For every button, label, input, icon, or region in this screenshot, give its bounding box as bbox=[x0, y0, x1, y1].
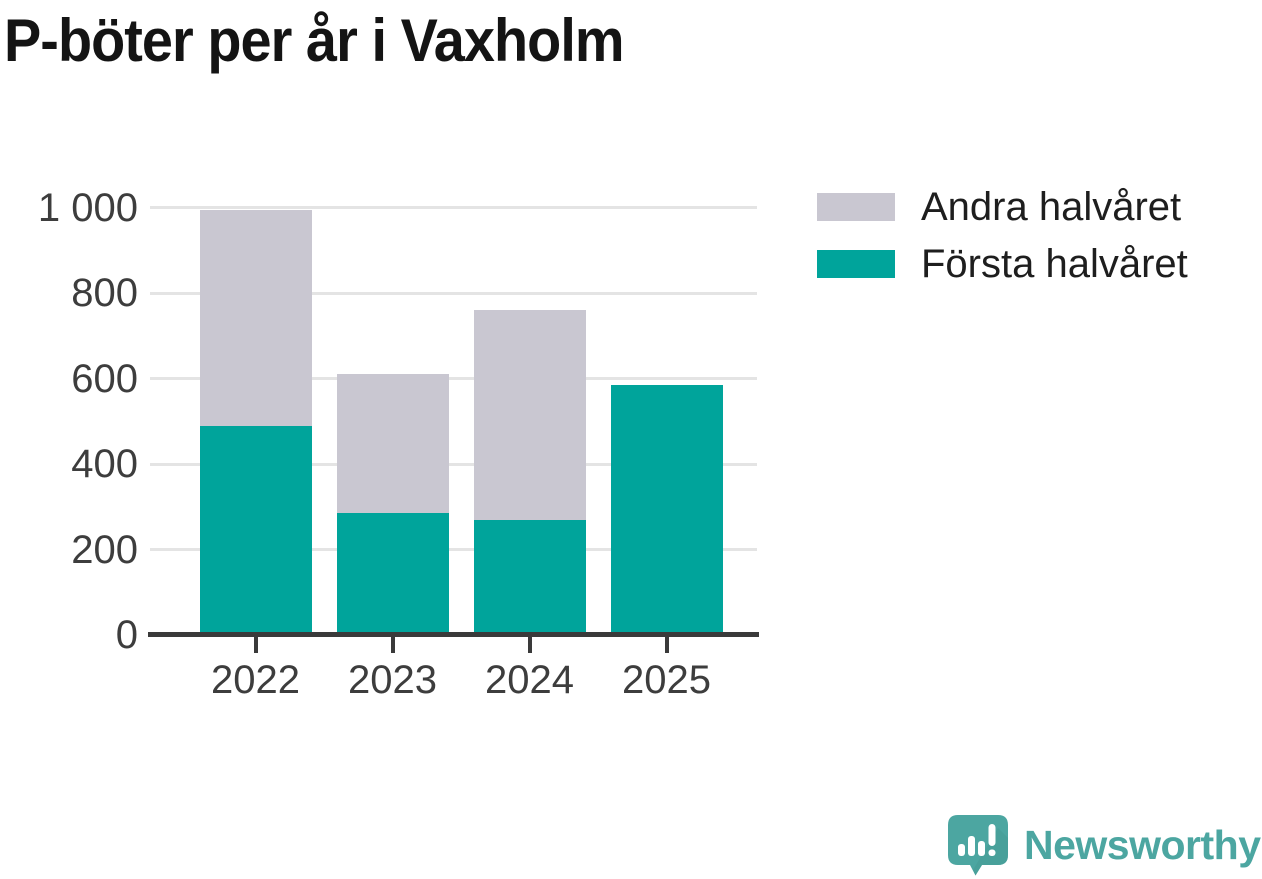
bar-2025-first-half bbox=[610, 384, 723, 635]
bar-2024-first-half bbox=[473, 519, 586, 635]
x-axis-line bbox=[148, 632, 759, 637]
y-axis-label-200: 200 bbox=[71, 527, 138, 572]
x-tick-2025 bbox=[664, 637, 669, 653]
newsworthy-logo-icon bbox=[948, 815, 1008, 876]
chart-title: P-böter per år i Vaxholm bbox=[4, 7, 625, 74]
legend: Andra halvåret Första halvåret bbox=[817, 184, 1188, 286]
gridline-1000 bbox=[150, 206, 757, 209]
legend-swatch bbox=[817, 192, 895, 221]
legend-label: Första halvåret bbox=[921, 241, 1188, 286]
y-axis-label-1000: 1 000 bbox=[37, 185, 138, 230]
y-axis-label-800: 800 bbox=[71, 271, 138, 315]
newsworthy-logo-text: Newsworthy bbox=[1024, 821, 1261, 868]
y-axis-label-600: 600 bbox=[71, 356, 138, 401]
x-axis-label-2024: 2024 bbox=[485, 658, 574, 702]
legend-swatch bbox=[817, 249, 895, 278]
bar-2024-second-half bbox=[473, 310, 586, 520]
newsworthy-logo: Newsworthy bbox=[946, 814, 1261, 876]
x-tick-2023 bbox=[390, 637, 395, 653]
x-axis-label-2022: 2022 bbox=[211, 658, 300, 702]
legend-row-andra-halvaret: Andra halvåret bbox=[817, 184, 1188, 229]
x-axis-label-2025: 2025 bbox=[622, 658, 711, 702]
bar-2023-first-half bbox=[336, 513, 449, 635]
x-tick-2022 bbox=[253, 637, 258, 653]
bar-2022-second-half bbox=[199, 209, 312, 426]
legend-row-forsta-halvaret: Första halvåret bbox=[817, 241, 1188, 286]
x-tick-2024 bbox=[527, 637, 532, 653]
gridline-400 bbox=[150, 462, 757, 466]
x-axis-label-2023: 2023 bbox=[348, 658, 437, 702]
y-axis-label-0: 0 bbox=[115, 613, 138, 657]
gridline-200 bbox=[150, 548, 757, 551]
gridline-800 bbox=[150, 291, 757, 295]
gridline-600 bbox=[150, 377, 757, 380]
y-axis-label-400: 400 bbox=[71, 442, 138, 486]
bar-2022-first-half bbox=[199, 425, 312, 635]
legend-label: Andra halvåret bbox=[921, 184, 1182, 229]
bar-2023-second-half bbox=[336, 374, 449, 514]
